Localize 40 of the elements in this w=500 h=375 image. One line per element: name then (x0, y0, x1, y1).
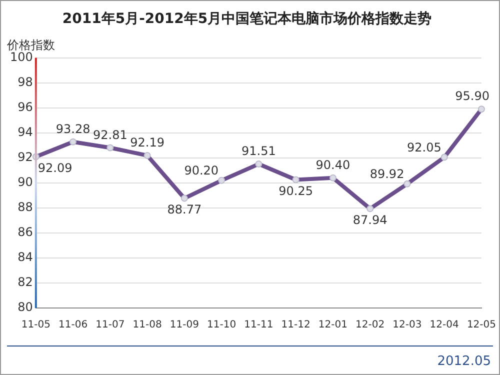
y-tick-label: 96 (18, 100, 33, 114)
data-label: 87.94 (352, 212, 388, 227)
y-tick-label: 80 (18, 300, 33, 314)
x-tick-label: 11-12 (281, 320, 310, 331)
y-tick-label: 82 (18, 275, 33, 290)
chart-title: 2011年5月-2012年5月中国笔记本电脑市场价格指数走势 (62, 10, 432, 28)
data-label: 92.19 (130, 136, 164, 150)
y-tick-label: 94 (18, 124, 33, 139)
x-tick-label: 11-09 (170, 320, 199, 331)
x-tick-label: 11-08 (132, 320, 162, 331)
data-label: 91.51 (242, 144, 276, 158)
y-tick-label: 92 (18, 150, 33, 164)
data-label: 89.92 (370, 167, 404, 182)
y-tick-label: 88 (18, 200, 33, 214)
x-tick-label: 12-04 (430, 320, 459, 331)
data-label: 92.09 (38, 160, 72, 175)
data-label: 88.77 (167, 202, 202, 216)
x-tick-label: 12-05 (466, 320, 496, 331)
text: 2012.05 (437, 354, 491, 369)
y-tick-label: 84 (18, 250, 33, 264)
x-tick-label: 12-03 (392, 320, 422, 331)
y-axis-title: 价格指数 (6, 38, 55, 52)
x-tick-label: 12-02 (356, 320, 385, 331)
x-tick-label: 11-05 (21, 320, 50, 331)
data-label: 92.05 (406, 140, 442, 154)
data-label: 90.20 (184, 164, 219, 178)
data-label: 93.28 (56, 122, 90, 136)
y-tick-label: 90 (18, 175, 33, 190)
data-label: 92.81 (92, 128, 128, 142)
data-label: 90.40 (316, 158, 350, 172)
y-tick-label: 86 (18, 225, 33, 240)
x-tick-label: 11-06 (58, 320, 88, 331)
x-tick-label: 12-01 (318, 320, 348, 331)
x-tick-label: 11-07 (96, 320, 125, 331)
data-label: 95.90 (455, 89, 490, 104)
x-tick-label: 11-10 (207, 320, 236, 331)
x-tick-label: 11-11 (244, 320, 274, 331)
data-label: 90.25 (278, 184, 313, 198)
y-tick-label: 98 (18, 74, 33, 89)
y-tick-label: 100 (10, 50, 33, 64)
